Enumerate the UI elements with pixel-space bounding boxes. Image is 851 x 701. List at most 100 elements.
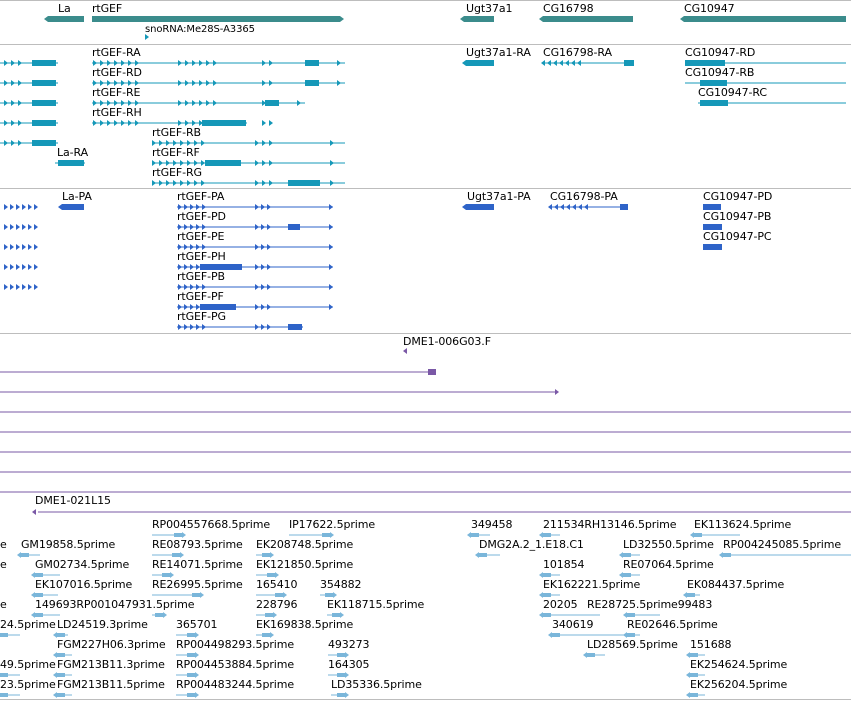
gene-label[interactable]: Ugt37a1 — [466, 2, 513, 15]
est-label[interactable]: RE14071.5prime — [152, 558, 243, 571]
clone-label[interactable]: DME1-006G03.F — [403, 335, 491, 348]
protein-label[interactable]: rtGEF-PB — [177, 270, 225, 283]
est-label[interactable]: RE08793.5prime — [152, 538, 243, 551]
est-label[interactable]: EK121850.5prime — [256, 558, 354, 571]
est-block — [187, 633, 195, 637]
strand-arrow — [199, 120, 203, 126]
est-label[interactable]: 211534RH13146.5prime — [543, 518, 677, 531]
protein-label[interactable]: CG16798-PA — [550, 190, 618, 203]
est-label[interactable]: 340619 — [552, 618, 594, 631]
transcript-label[interactable]: CG10947-RB — [685, 66, 755, 79]
transcript-label[interactable]: rtGEF-RA — [92, 46, 141, 59]
est-label[interactable]: EK256204.5prime — [690, 678, 788, 691]
est-label[interactable]: 228796 — [256, 598, 298, 611]
transcript-label[interactable]: rtGEF-RG — [152, 166, 202, 179]
est-label[interactable]: RP004498293.5prime — [176, 638, 295, 651]
est-arrow — [330, 532, 334, 538]
est-label[interactable]: 365701 — [176, 618, 218, 631]
est-label[interactable]: e — [0, 598, 7, 611]
est-label[interactable]: LD35336.5prime — [331, 678, 422, 691]
est-label[interactable]: 151688 — [690, 638, 732, 651]
est-label[interactable]: 101854 — [543, 558, 585, 571]
protein-label[interactable]: rtGEF-PD — [177, 210, 226, 223]
gene-arrow — [340, 16, 344, 22]
est-label[interactable]: RE07064.5prime — [623, 558, 714, 571]
protein-label[interactable]: rtGEF-PG — [177, 310, 226, 323]
est-label[interactable]: 493273 — [328, 638, 370, 651]
est-label[interactable]: EK113624.5prime — [694, 518, 792, 531]
est-label[interactable]: 24.5prime — [0, 618, 56, 631]
est-label[interactable]: FGM227H06.3prime — [57, 638, 166, 651]
transcript-label[interactable]: rtGEF-RD — [92, 66, 142, 79]
transcript-label[interactable]: La-RA — [57, 146, 89, 159]
est-label[interactable]: 149693RP001047931.5prime — [35, 598, 195, 611]
est-label[interactable]: EK107016.5prime — [35, 578, 133, 591]
est-label[interactable]: 20205 — [543, 598, 578, 611]
strand-arrow — [577, 60, 581, 66]
strand-arrow — [548, 204, 552, 210]
est-label[interactable]: RP004245085.5prime — [723, 538, 842, 551]
est-label[interactable]: 165410 — [256, 578, 298, 591]
est-label[interactable]: GM02734.5prime — [35, 558, 130, 571]
protein-label[interactable]: CG10947-PD — [703, 190, 773, 203]
gene-label[interactable]: La — [58, 2, 71, 15]
protein-label[interactable]: CG10947-PB — [703, 210, 772, 223]
est-arrow — [548, 632, 552, 638]
transcript-label[interactable]: CG10947-RC — [698, 86, 767, 99]
strand-arrow — [196, 264, 200, 270]
transcript-label[interactable]: CG16798-RA — [543, 46, 612, 59]
est-label[interactable]: 49.5prime — [0, 658, 56, 671]
est-label[interactable]: e — [0, 538, 7, 551]
strand-arrow — [262, 100, 266, 106]
est-label[interactable]: EK162221.5prime — [543, 578, 641, 591]
transcript-label[interactable]: Ugt37a1-RA — [466, 46, 531, 59]
est-label[interactable]: RE28725.5prime99483 — [587, 598, 713, 611]
est-label[interactable]: EK254624.5prime — [690, 658, 788, 671]
est-label[interactable]: EK208748.5prime — [256, 538, 354, 551]
protein-label[interactable]: rtGEF-PH — [177, 250, 226, 263]
est-label[interactable]: 164305 — [328, 658, 370, 671]
exon-block — [32, 120, 56, 126]
est-label[interactable]: RE02646.5prime — [627, 618, 718, 631]
exon-block — [428, 369, 436, 375]
transcript-label[interactable]: rtGEF-RB — [152, 126, 201, 139]
gene-label[interactable]: rtGEF — [92, 2, 123, 15]
transcript-label[interactable]: CG10947-RD — [685, 46, 756, 59]
est-label[interactable]: DMG2A.2_1.E18.C1 — [479, 538, 584, 551]
protein-label[interactable]: La-PA — [62, 190, 92, 203]
gene-label[interactable]: CG10947 — [684, 2, 735, 15]
est-label[interactable]: LD32550.5prime — [623, 538, 714, 551]
est-label[interactable]: RP004557668.5prime — [152, 518, 271, 531]
transcript-label[interactable]: rtGEF-RF — [152, 146, 200, 159]
est-label[interactable]: EK169838.5prime — [256, 618, 354, 631]
est-label[interactable]: e — [0, 558, 7, 571]
gene-label[interactable]: CG16798 — [543, 2, 594, 15]
protein-label[interactable]: rtGEF-PF — [177, 290, 224, 303]
est-label[interactable]: 354882 — [320, 578, 362, 591]
est-label[interactable]: EK084437.5prime — [687, 578, 785, 591]
gene-label[interactable]: snoRNA:Me28S-A3365 — [145, 24, 255, 35]
exon-block — [288, 180, 320, 186]
est-label[interactable]: FGM213B11.5prime — [57, 678, 165, 691]
est-label[interactable]: 349458 — [471, 518, 513, 531]
est-label[interactable]: GM19858.5prime — [21, 538, 116, 551]
est-label[interactable]: RP004483244.5prime — [176, 678, 295, 691]
strand-arrow — [4, 140, 8, 146]
est-label[interactable]: LD28569.5prime — [587, 638, 678, 651]
est-label[interactable]: RP004453884.5prime — [176, 658, 295, 671]
protein-label[interactable]: rtGEF-PE — [177, 230, 225, 243]
est-label[interactable]: RE26995.5prime — [152, 578, 243, 591]
est-block — [192, 593, 200, 597]
est-label[interactable]: 23.5prime — [0, 678, 56, 691]
est-label[interactable]: IP17622.5prime — [289, 518, 376, 531]
transcript-label[interactable]: rtGEF-RH — [92, 106, 142, 119]
protein-label[interactable]: rtGEF-PA — [177, 190, 225, 203]
est-label[interactable]: EK118715.5prime — [327, 598, 425, 611]
clone-label[interactable]: DME1-021L15 — [35, 494, 111, 507]
strand-arrow — [22, 284, 26, 290]
est-label[interactable]: LD24519.3prime — [57, 618, 148, 631]
protein-label[interactable]: CG10947-PC — [703, 230, 772, 243]
protein-label[interactable]: Ugt37a1-PA — [467, 190, 531, 203]
est-label[interactable]: FGM213B11.3prime — [57, 658, 165, 671]
transcript-label[interactable]: rtGEF-RE — [92, 86, 141, 99]
